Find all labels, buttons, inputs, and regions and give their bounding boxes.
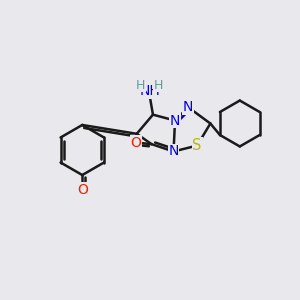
Text: N: N <box>170 114 180 128</box>
Text: N: N <box>183 100 194 114</box>
Text: H: H <box>154 79 163 92</box>
Text: S: S <box>192 138 202 153</box>
Text: O: O <box>131 136 142 150</box>
Text: NH: NH <box>140 84 160 98</box>
Text: H: H <box>136 79 145 92</box>
Text: 2: 2 <box>155 81 162 91</box>
Text: O: O <box>77 183 88 197</box>
Text: N: N <box>168 145 179 158</box>
